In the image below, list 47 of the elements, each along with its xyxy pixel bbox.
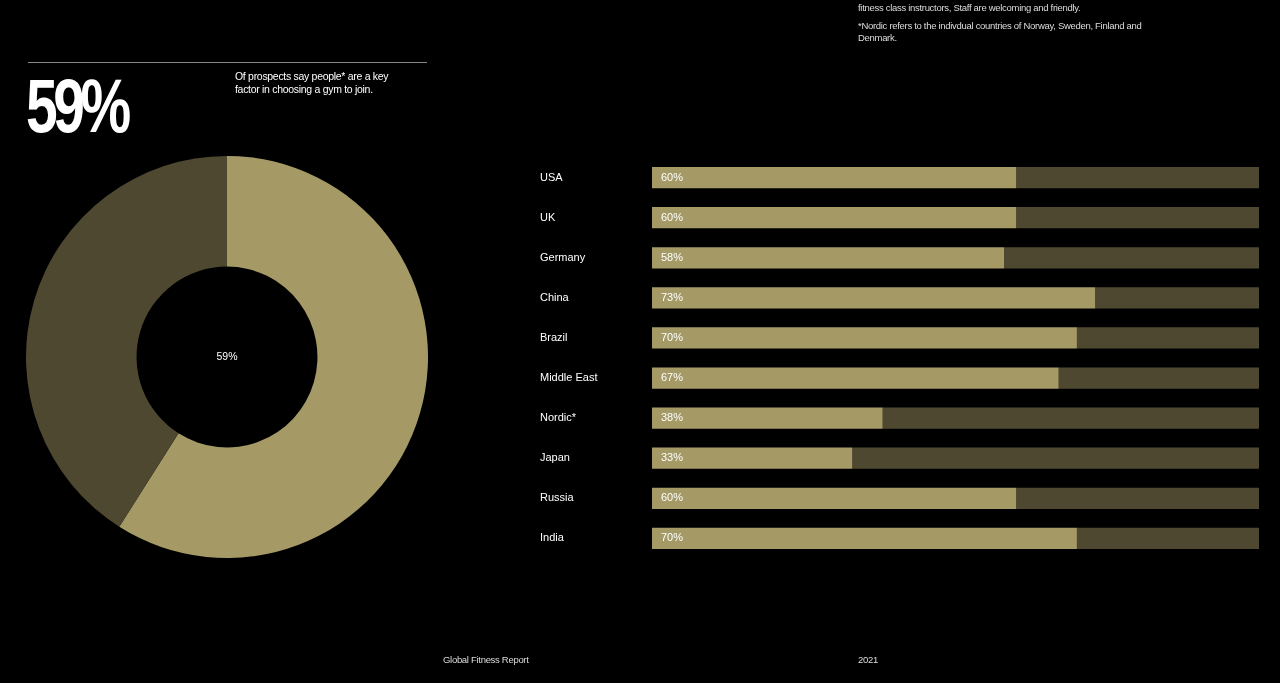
- text: *Nordic refers to the indivdual countries of Norway, Sweden, Finland and Denmark.: [858, 20, 1143, 44]
- bar: [852, 447, 1259, 469]
- bar: [1058, 367, 1259, 389]
- text: 2021: [858, 654, 879, 666]
- y-tick-label: Germany: [540, 250, 586, 263]
- bar: [652, 327, 1077, 349]
- bar: [652, 247, 1005, 269]
- text: fitness class instructors, Staff are welcoming and friendly.: [858, 2, 1082, 14]
- y-tick-label: India: [540, 531, 565, 544]
- bar: [652, 407, 883, 429]
- data-label: 70%: [661, 531, 684, 544]
- bar: [652, 287, 1096, 309]
- bar: [1016, 207, 1259, 229]
- text: 59%: [215, 350, 239, 362]
- data-label: 58%: [661, 250, 684, 263]
- y-tick-label: Russia: [540, 491, 575, 504]
- data-label: 73%: [661, 290, 684, 303]
- chart-subtitle: Of prospects say people* are a key factor in choosing a gym to join.: [235, 70, 390, 96]
- data-label: 38%: [661, 411, 684, 424]
- data-label: 60%: [661, 491, 684, 504]
- y-tick-label: USA: [540, 170, 564, 183]
- y-tick-label: Middle East: [540, 371, 598, 384]
- bar: [1095, 287, 1259, 309]
- y-tick-label: Japan: [540, 451, 570, 464]
- bar: [652, 167, 1017, 189]
- chart-title: 59%: [26, 63, 127, 148]
- y-tick-label: Nordic*: [540, 411, 577, 424]
- bar: [652, 207, 1017, 229]
- data-label: 67%: [661, 371, 684, 384]
- bar: [652, 527, 1077, 549]
- bar: [1016, 167, 1259, 189]
- bar: [652, 367, 1059, 389]
- bar: [882, 407, 1259, 429]
- bar: [652, 487, 1017, 509]
- y-tick-label: UK: [540, 210, 556, 223]
- bar: [1076, 527, 1259, 549]
- bar: [1016, 487, 1259, 509]
- bar: [652, 447, 853, 469]
- bar: [1076, 327, 1259, 349]
- data-label: 60%: [661, 170, 684, 183]
- data-label: 33%: [661, 451, 684, 464]
- data-label: 60%: [661, 210, 684, 223]
- y-tick-label: Brazil: [540, 330, 568, 343]
- y-tick-label: China: [540, 290, 570, 303]
- bar: [1004, 247, 1259, 269]
- data-label: 70%: [661, 330, 684, 343]
- text: Global Fitness Report: [443, 654, 530, 666]
